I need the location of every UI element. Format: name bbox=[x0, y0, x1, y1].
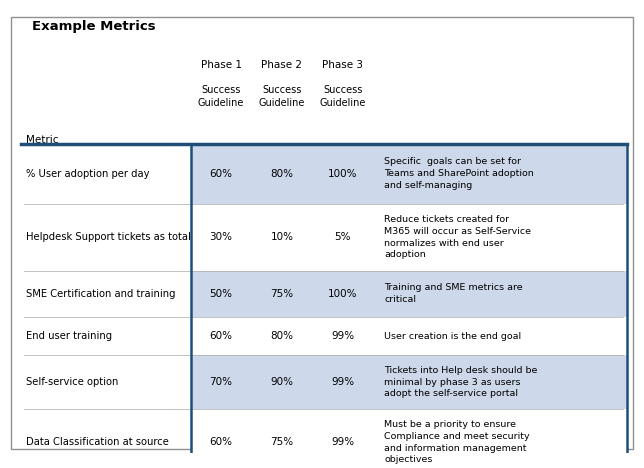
Text: Data Classification at source: Data Classification at source bbox=[26, 437, 169, 447]
Text: 99%: 99% bbox=[331, 377, 354, 387]
Text: % User adoption per day: % User adoption per day bbox=[26, 168, 149, 179]
Text: 10%: 10% bbox=[270, 232, 294, 242]
Text: Phase 3: Phase 3 bbox=[323, 60, 363, 70]
Text: 60%: 60% bbox=[209, 437, 232, 447]
Text: User creation is the end goal: User creation is the end goal bbox=[384, 332, 522, 341]
Bar bbox=[191, 271, 627, 317]
Bar bbox=[191, 317, 627, 356]
Bar bbox=[191, 356, 627, 409]
Bar bbox=[191, 144, 627, 204]
Text: 90%: 90% bbox=[270, 377, 294, 387]
Text: End user training: End user training bbox=[26, 331, 112, 341]
Text: 100%: 100% bbox=[328, 289, 357, 299]
Text: 5%: 5% bbox=[335, 232, 351, 242]
Text: SME Certification and training: SME Certification and training bbox=[26, 289, 175, 299]
Text: Reduce tickets created for
M365 will occur as Self-Service
normalizes with end u: Reduce tickets created for M365 will occ… bbox=[384, 215, 531, 259]
Text: 80%: 80% bbox=[270, 168, 294, 179]
Text: 99%: 99% bbox=[331, 437, 354, 447]
Text: Example Metrics: Example Metrics bbox=[32, 21, 156, 33]
Text: 75%: 75% bbox=[270, 437, 294, 447]
Text: 99%: 99% bbox=[331, 331, 354, 341]
Text: Metric: Metric bbox=[26, 135, 58, 145]
Text: Phase 2: Phase 2 bbox=[261, 60, 303, 70]
Bar bbox=[191, 144, 627, 468]
Text: Helpdesk Support tickets as total: Helpdesk Support tickets as total bbox=[26, 232, 191, 242]
Text: 100%: 100% bbox=[328, 168, 357, 179]
Text: Specific  goals can be set for
Teams and SharePoint adoption
and self-managing: Specific goals can be set for Teams and … bbox=[384, 157, 534, 190]
Text: 80%: 80% bbox=[270, 331, 294, 341]
Text: Success
Guideline: Success Guideline bbox=[198, 85, 244, 108]
Text: Must be a priority to ensure
Compliance and meet security
and information manage: Must be a priority to ensure Compliance … bbox=[384, 420, 530, 464]
Text: 60%: 60% bbox=[209, 331, 232, 341]
Text: Success
Guideline: Success Guideline bbox=[319, 85, 366, 108]
Text: 60%: 60% bbox=[209, 168, 232, 179]
Text: Phase 1: Phase 1 bbox=[200, 60, 242, 70]
Text: 70%: 70% bbox=[209, 377, 232, 387]
Bar bbox=[191, 204, 627, 271]
Bar bbox=[191, 409, 627, 468]
Text: 50%: 50% bbox=[209, 289, 232, 299]
Text: Tickets into Help desk should be
minimal by phase 3 as users
adopt the self-serv: Tickets into Help desk should be minimal… bbox=[384, 366, 538, 398]
Text: 75%: 75% bbox=[270, 289, 294, 299]
Text: Training and SME metrics are
critical: Training and SME metrics are critical bbox=[384, 284, 523, 304]
Text: Self-service option: Self-service option bbox=[26, 377, 118, 387]
Text: 30%: 30% bbox=[209, 232, 232, 242]
Text: Success
Guideline: Success Guideline bbox=[259, 85, 305, 108]
